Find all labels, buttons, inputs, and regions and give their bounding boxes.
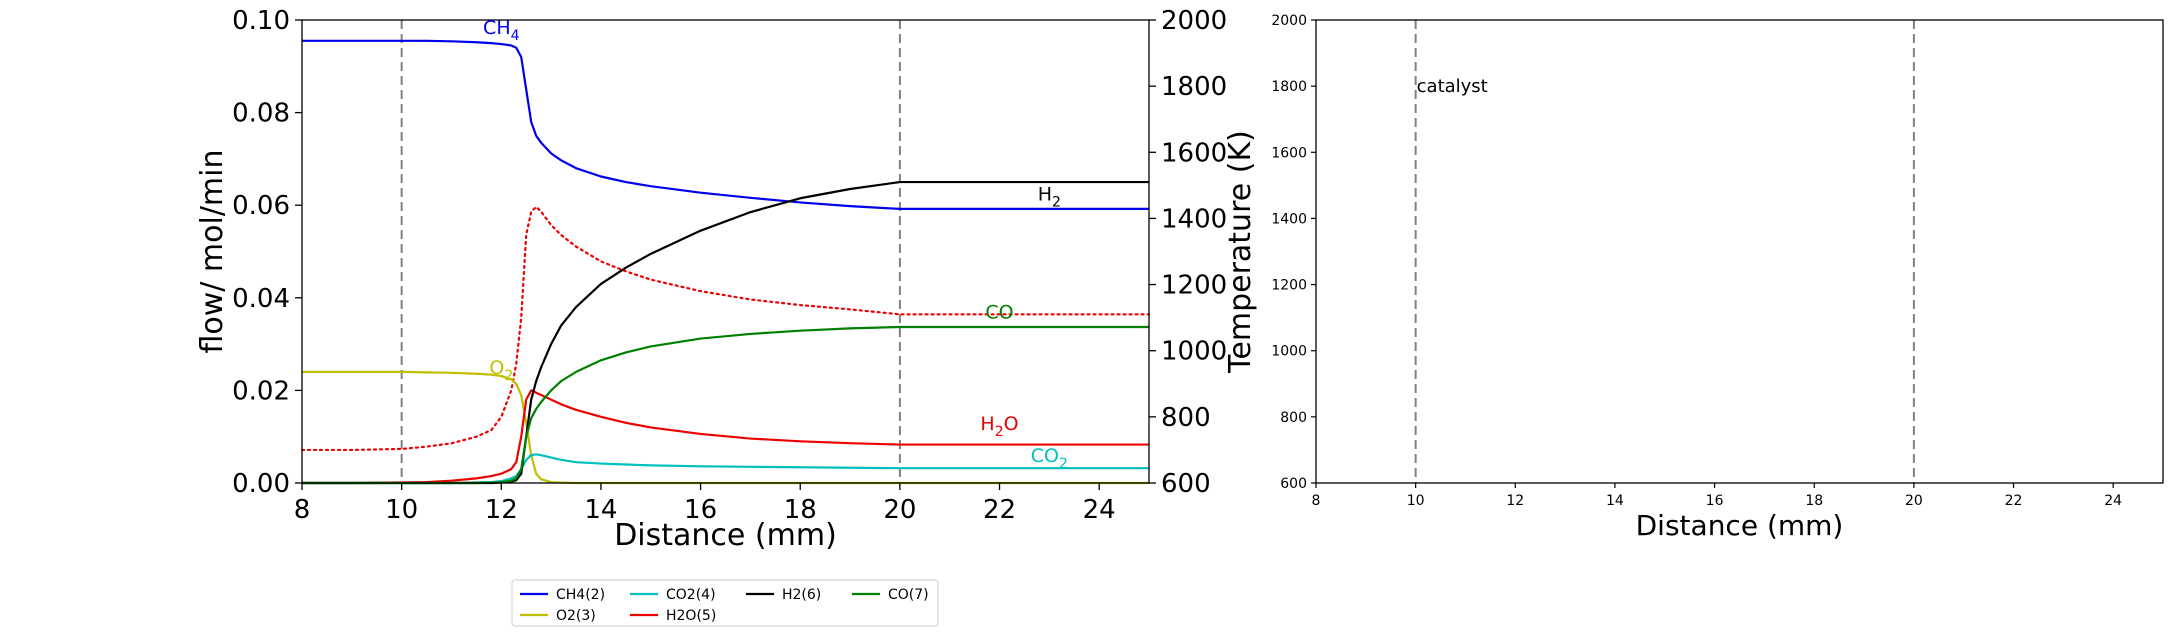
temperature-line bbox=[300, 205, 1151, 452]
temperature-chart: 8 10 12 14 16 18 20 22 24 600 800 1000 1200 1400 1600… bbox=[1271, 13, 2164, 542]
y-tick-label: 600 bbox=[1280, 476, 1307, 492]
y2-tick-label: 800 bbox=[1161, 403, 1211, 433]
x-tick-label: 24 bbox=[1083, 495, 1116, 525]
y2-tick-label: 1400 bbox=[1161, 204, 1227, 234]
x-tick-label: 10 bbox=[1407, 493, 1425, 509]
species-annotation: CH4 bbox=[483, 17, 520, 44]
y-tick-label: 1200 bbox=[1271, 278, 1307, 294]
y-tick-label: 1400 bbox=[1271, 211, 1307, 227]
species-annotation: H2O bbox=[980, 413, 1018, 440]
x-tick-label: 22 bbox=[2005, 493, 2023, 509]
x-axis-title: Distance (mm) bbox=[614, 518, 837, 553]
y-tick-label: 2000 bbox=[1271, 13, 1307, 29]
legend-label: O2(3) bbox=[556, 608, 596, 624]
y2-tick-label: 1800 bbox=[1161, 72, 1227, 102]
series-line-h2 bbox=[302, 180, 1149, 485]
annotation-base: CO bbox=[985, 302, 1013, 324]
annotation-suffix: O bbox=[1004, 413, 1019, 435]
annotation-base: H bbox=[1038, 184, 1052, 206]
legend-label: H2(6) bbox=[782, 587, 821, 603]
x-tick-label: 20 bbox=[883, 495, 916, 525]
flow-series bbox=[302, 39, 1149, 485]
species-annotation: O2 bbox=[489, 357, 513, 384]
y2-tick-label: 1000 bbox=[1161, 337, 1227, 367]
legend-label: CO(7) bbox=[888, 587, 929, 603]
annotation-base: CO bbox=[1031, 445, 1059, 467]
annotation-base: O bbox=[489, 357, 504, 379]
y2-axis-title: Temperature (K) bbox=[1223, 130, 1258, 374]
y-tick-label: 0.02 bbox=[232, 376, 290, 406]
x-tick-label: 16 bbox=[684, 495, 717, 525]
plot-frame bbox=[301, 19, 1150, 484]
x-axis-title: Distance (mm) bbox=[1636, 509, 1844, 542]
y-tick-label: 1800 bbox=[1271, 79, 1307, 95]
legend-label: CO2(4) bbox=[666, 587, 716, 603]
x-ticks: 8 10 12 14 16 18 20 22 24 bbox=[1312, 483, 2122, 509]
x-ticks: 8 10 12 14 16 18 20 22 24 bbox=[294, 483, 1116, 525]
series-line-h2o bbox=[302, 389, 1149, 485]
x-tick-label: 24 bbox=[2104, 493, 2122, 509]
flow-chart: 8 10 12 14 16 18 20 22 24 0.000.020.040.060.080.… bbox=[195, 6, 1258, 553]
y-tick-label: 0.04 bbox=[232, 284, 290, 314]
y-tick-label: 0.08 bbox=[232, 99, 290, 129]
y2-tick-label: 600 bbox=[1161, 469, 1211, 499]
x-tick-label: 8 bbox=[1312, 493, 1321, 509]
species-annotation: CO2 bbox=[1031, 445, 1068, 472]
series-line-co bbox=[302, 325, 1149, 485]
x-tick-label: 10 bbox=[385, 495, 418, 525]
y-ticks: 600 800 1000 1200 1400 1600 1800 2000 bbox=[1271, 13, 1316, 492]
x-tick-label: 12 bbox=[485, 495, 518, 525]
catalyst-label: catalyst bbox=[1417, 76, 1488, 97]
y-tick-label: 1600 bbox=[1271, 145, 1307, 161]
annotation-base: H bbox=[980, 413, 994, 435]
y-tick-label: 800 bbox=[1280, 410, 1307, 426]
annotation-subscript: 2 bbox=[1052, 195, 1061, 211]
x-tick-label: 18 bbox=[1805, 493, 1823, 509]
annotation-subscript: 2 bbox=[995, 424, 1004, 440]
y-tick-label: 0.00 bbox=[232, 469, 290, 499]
annotation-base: CH bbox=[483, 17, 511, 39]
y-tick-label: 0.06 bbox=[232, 191, 290, 221]
y-tick-label: 0.10 bbox=[232, 6, 290, 36]
x-tick-label: 18 bbox=[784, 495, 817, 525]
annotation-subscript: 2 bbox=[504, 368, 513, 384]
x-tick-label: 14 bbox=[1606, 493, 1624, 509]
legend-box bbox=[511, 579, 939, 627]
legend-label: CH4(2) bbox=[556, 587, 605, 603]
species-annotation: H2 bbox=[1038, 184, 1061, 211]
x-tick-label: 14 bbox=[584, 495, 617, 525]
y2-ticks: 600 800 1000 1200 1400 1600 1800 2000 bbox=[1149, 6, 1227, 499]
y2-tick-label: 1200 bbox=[1161, 271, 1227, 301]
series-line-ch4 bbox=[302, 39, 1149, 211]
x-tick-label: 8 bbox=[294, 495, 311, 525]
y-tick-label: 1000 bbox=[1271, 344, 1307, 360]
annotation-subscript: 4 bbox=[511, 28, 520, 44]
y2-tick-label: 2000 bbox=[1161, 6, 1227, 36]
catalyst-boundary-lines bbox=[1414, 20, 1915, 483]
annotation-subscript: 2 bbox=[1059, 456, 1068, 472]
catalyst-boundary-lines bbox=[400, 20, 901, 483]
legend-label: H2O(5) bbox=[666, 608, 716, 624]
legend: CH4(2) O2(3) CO2(4) H2O(5) H2(6) CO(7) bbox=[511, 579, 939, 627]
series-line-co2 bbox=[302, 453, 1149, 485]
x-tick-label: 16 bbox=[1706, 493, 1724, 509]
temperature-profile bbox=[300, 205, 1151, 452]
y-axis-title: flow/ mol/min bbox=[195, 149, 230, 353]
x-tick-label: 22 bbox=[983, 495, 1016, 525]
plot-frame bbox=[1315, 19, 2164, 484]
x-tick-label: 20 bbox=[1905, 493, 1923, 509]
y2-tick-label: 1600 bbox=[1161, 138, 1227, 168]
x-tick-label: 12 bbox=[1506, 493, 1524, 509]
species-annotation: CO bbox=[985, 302, 1013, 324]
y-ticks: 0.00 0.02 0.04 0.06 0.08 0.10 bbox=[232, 6, 302, 499]
